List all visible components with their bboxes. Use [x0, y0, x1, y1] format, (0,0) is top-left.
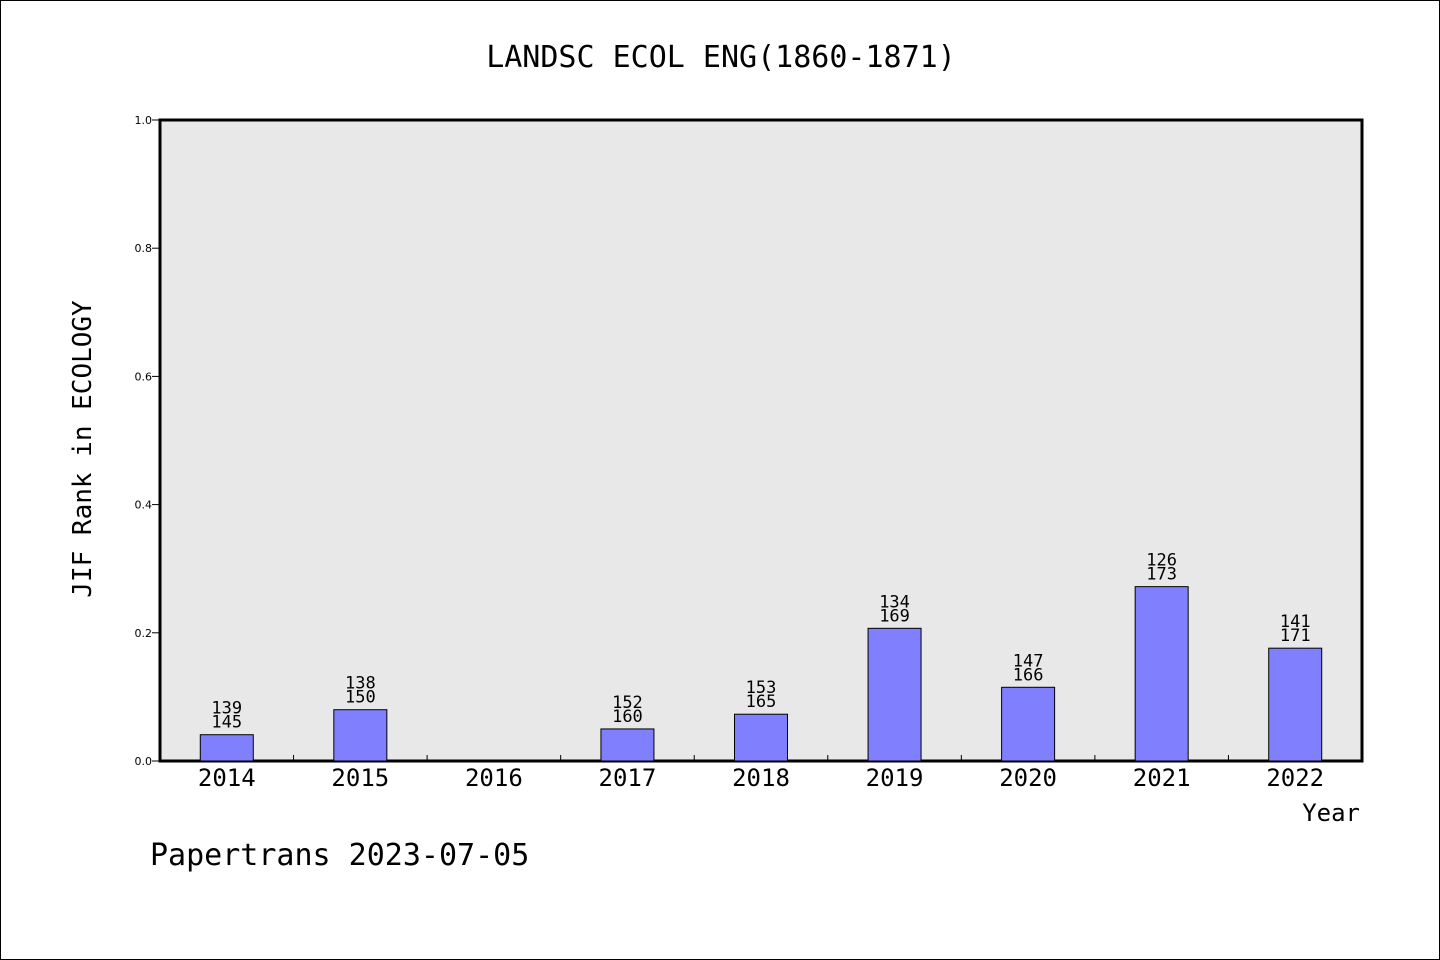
total-label-2018: 165 — [746, 692, 777, 712]
x-tick-label: 2017 — [599, 764, 657, 792]
x-tick-label: 2014 — [198, 764, 256, 792]
x-tick-label: 2022 — [1266, 764, 1324, 792]
chart-title: LANDSC ECOL ENG(1860-1871) — [486, 40, 956, 75]
x-tick-label: 2021 — [1133, 764, 1191, 792]
x-axis-label: Year — [1302, 799, 1360, 827]
y-tick-label: 0.2 — [135, 627, 153, 640]
y-ticks-group: 0.0 0.2 0.4 0.6 0.8 1.0 — [135, 114, 160, 768]
rank-label-2021: 126 — [1146, 551, 1177, 571]
footer-credit: Papertrans 2023-07-05 — [150, 838, 529, 873]
total-label-2019: 169 — [879, 606, 910, 626]
bar-2022 — [1268, 647, 1323, 762]
rank-label-2022: 141 — [1280, 612, 1311, 632]
x-tick-label: 2018 — [732, 764, 790, 792]
total-label-2015: 150 — [345, 688, 376, 708]
total-label-2020: 166 — [1013, 665, 1044, 685]
rank-label-2020: 147 — [1013, 651, 1044, 671]
y-tick-label: 0.0 — [135, 755, 153, 768]
y-tick-label: 0.6 — [135, 370, 153, 383]
total-label-2014: 145 — [211, 713, 242, 733]
bar-2019 — [867, 627, 922, 762]
rank-label-2018: 153 — [746, 678, 777, 698]
y-tick-label: 0.4 — [135, 499, 153, 512]
rank-label-2014: 139 — [211, 699, 242, 719]
x-ticks-group: 2014 2015 2016 2017 2018 2019 2020 2021 2022 — [198, 755, 1324, 792]
total-label-2021: 173 — [1146, 565, 1177, 585]
x-tick-label: 2015 — [331, 764, 389, 792]
y-tick-label: 1.0 — [135, 114, 153, 127]
total-label-2017: 160 — [612, 707, 643, 727]
x-tick-label: 2016 — [465, 764, 523, 792]
total-label-2022: 171 — [1280, 626, 1311, 646]
bar-2021 — [1134, 586, 1189, 762]
bar-2017 — [600, 728, 655, 762]
rank-label-2015: 138 — [345, 674, 376, 694]
rank-label-2019: 134 — [879, 592, 910, 612]
bar-2018 — [734, 713, 788, 762]
x-tick-label: 2019 — [866, 764, 924, 792]
y-axis-label: JIF Rank in ECOLOGY — [68, 300, 98, 598]
bar-2015 — [333, 709, 388, 762]
bar-2020 — [1001, 686, 1056, 762]
bar-2014 — [199, 734, 254, 762]
y-tick-label: 0.8 — [135, 242, 153, 255]
rank-label-2017: 152 — [612, 693, 643, 713]
x-tick-label: 2020 — [999, 764, 1057, 792]
